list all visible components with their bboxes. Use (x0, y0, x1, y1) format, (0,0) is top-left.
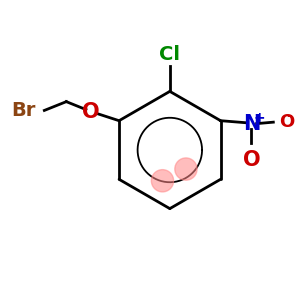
Text: O: O (279, 113, 294, 131)
Circle shape (152, 169, 174, 192)
Text: -: - (286, 109, 292, 123)
Text: Cl: Cl (159, 45, 180, 64)
Text: +: + (254, 111, 266, 125)
Text: O: O (82, 102, 100, 122)
Circle shape (175, 158, 197, 180)
Text: Br: Br (11, 101, 35, 120)
Text: O: O (242, 150, 260, 170)
Text: N: N (243, 114, 260, 134)
